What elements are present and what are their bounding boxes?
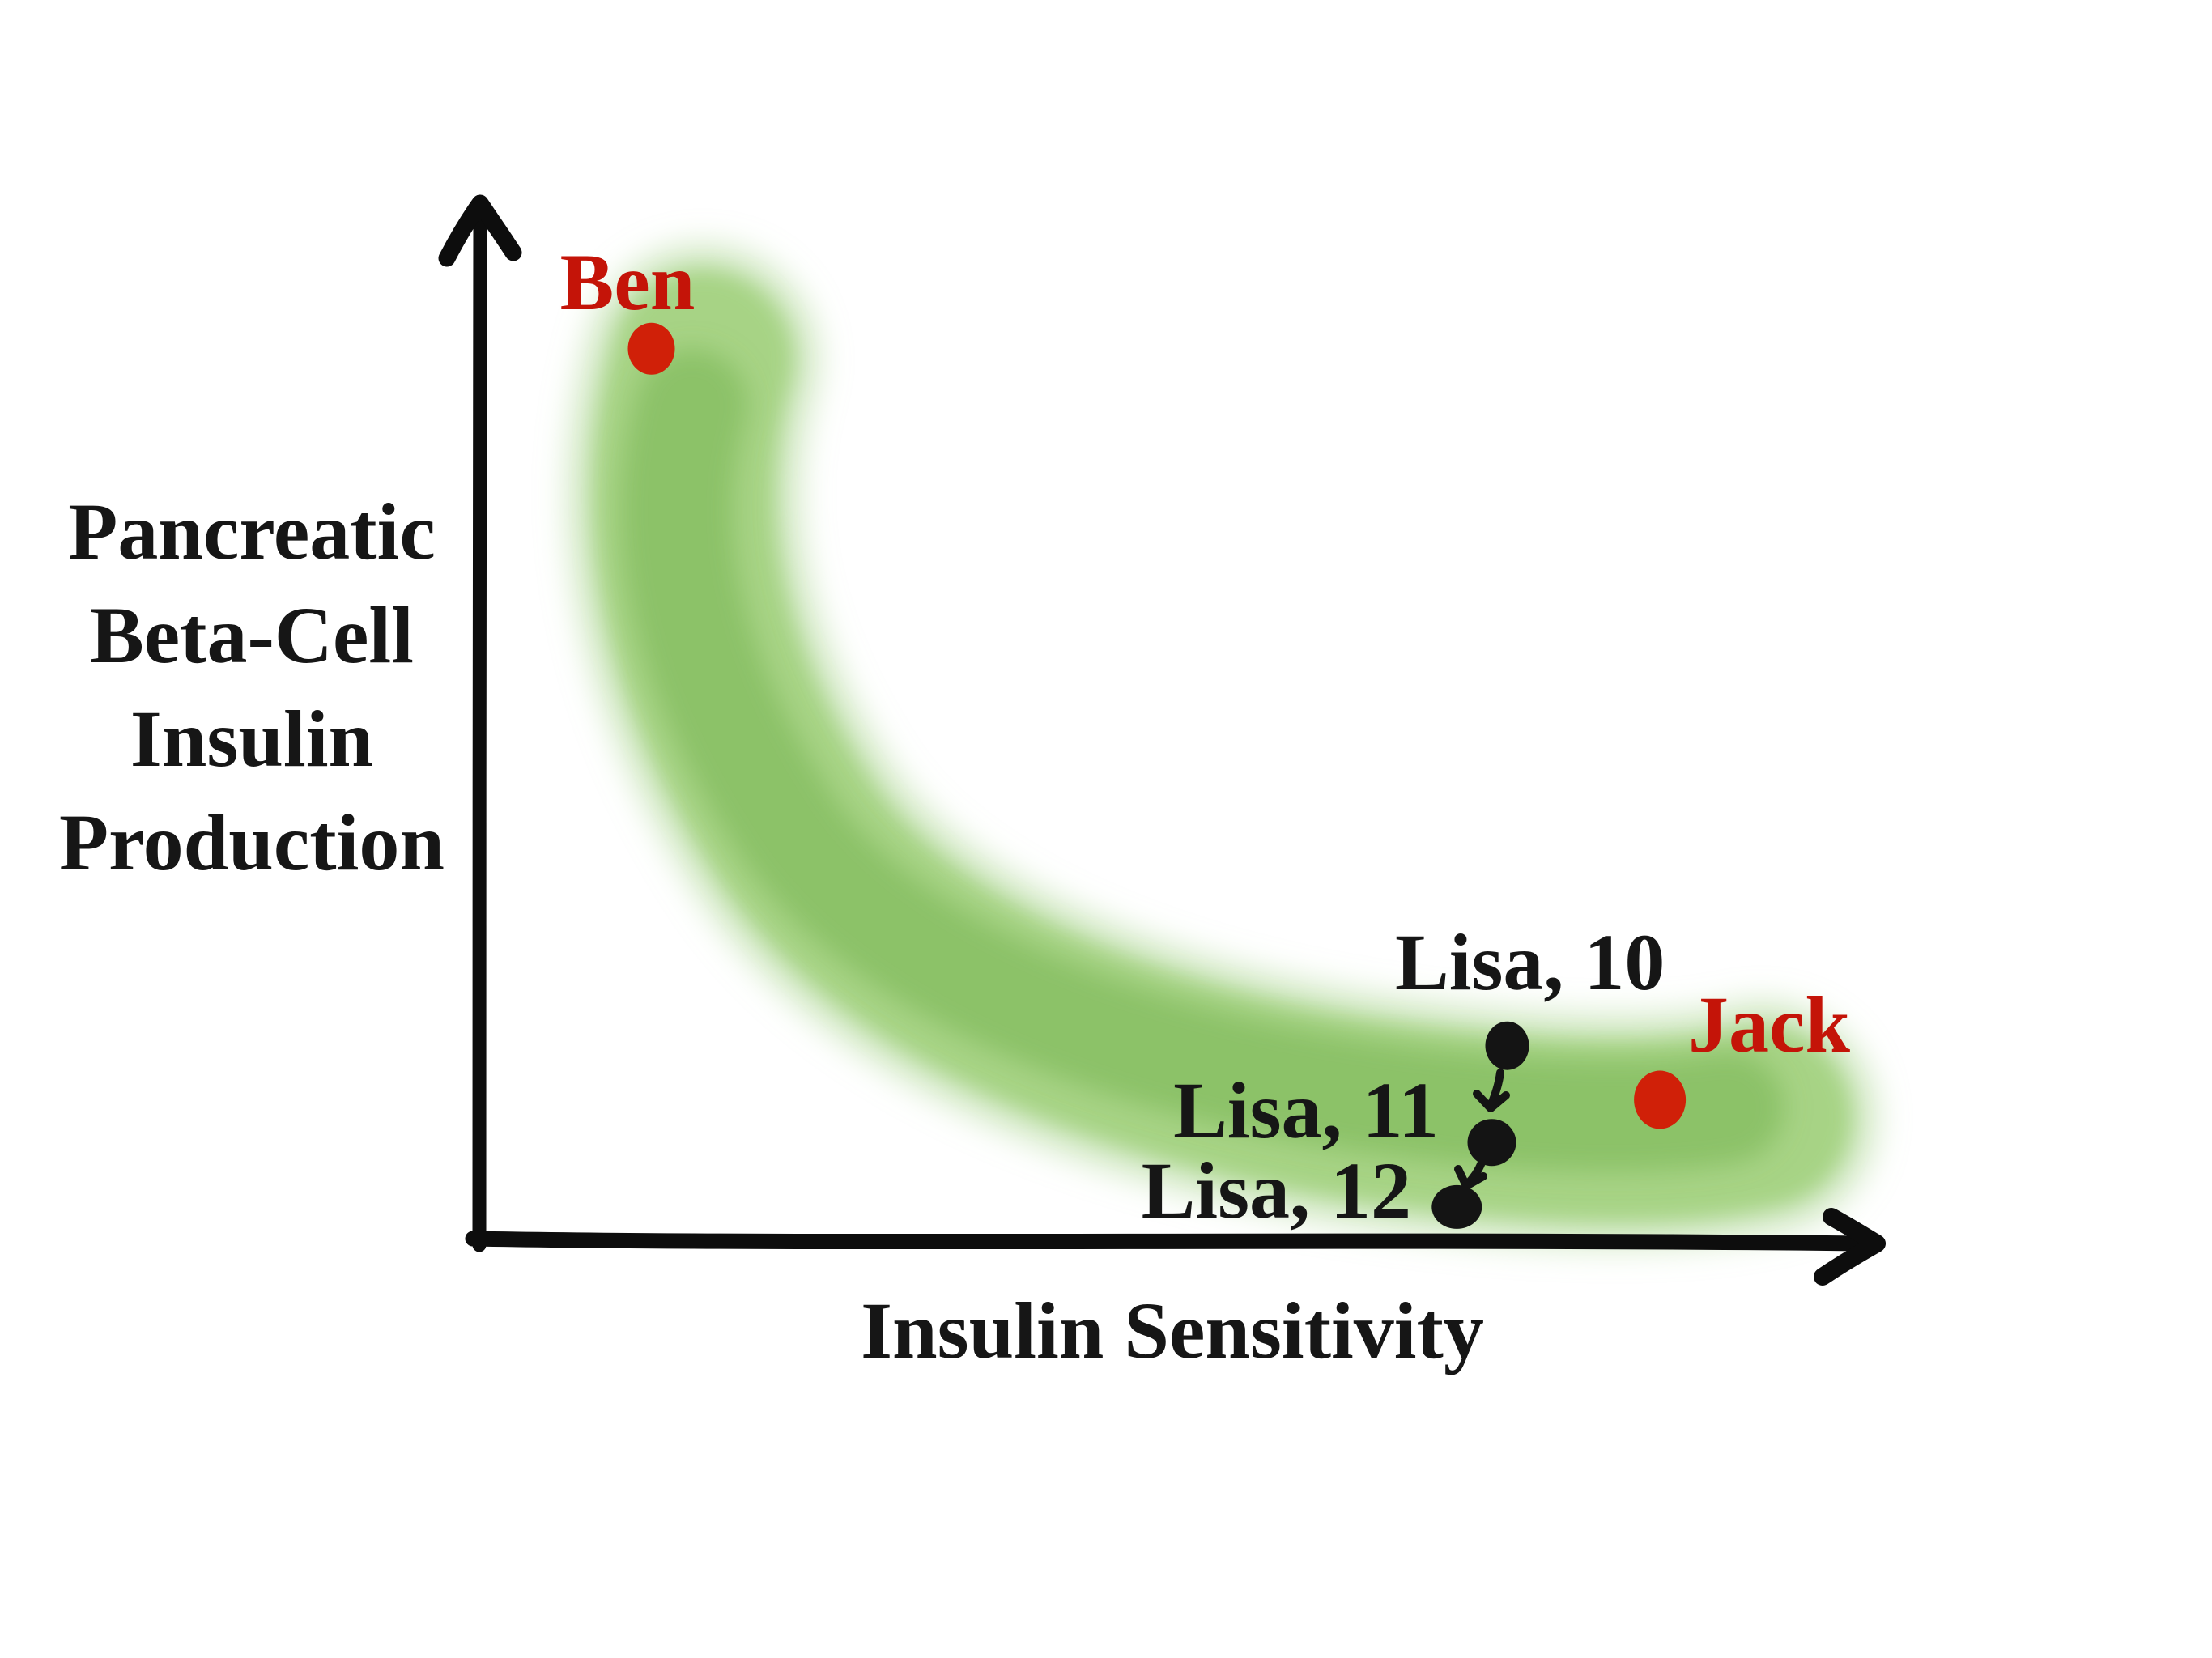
x-axis xyxy=(465,1208,1886,1286)
y-axis-label: Pancreatic Beta-Cell Insulin Production xyxy=(49,480,454,895)
point-label-lisa-11: Lisa, 11 xyxy=(1173,1065,1439,1155)
point-label-lisa-12: Lisa, 12 xyxy=(1141,1146,1411,1235)
y-axis-label-line-4: Production xyxy=(59,797,445,887)
y-axis-label-line-1: Pancreatic xyxy=(68,487,436,576)
y-axis-label-line-3: Insulin xyxy=(130,694,374,784)
y-axis-arrowhead-icon xyxy=(438,194,522,267)
x-axis-label: Insulin Sensitivity xyxy=(861,1286,1484,1375)
arrow-lisa10-to-lisa11-icon xyxy=(1473,1069,1510,1112)
arrow-lisa11-to-lisa12-icon xyxy=(1454,1158,1487,1190)
y-axis-label-line-2: Beta-Cell xyxy=(90,590,414,680)
data-point-lisa-10 xyxy=(1485,1021,1529,1070)
band-core-layer xyxy=(621,349,1784,1172)
x-axis-line xyxy=(465,1231,1870,1252)
point-label-jack: Jack xyxy=(1688,980,1850,1069)
normal-range-band xyxy=(568,244,1877,1247)
lisa-progression-arrows xyxy=(1454,1069,1510,1190)
point-label-lisa-10: Lisa, 10 xyxy=(1395,917,1665,1007)
y-axis-line xyxy=(471,208,488,1252)
point-label-ben: Ben xyxy=(559,237,696,327)
data-point-lisa-12 xyxy=(1431,1184,1482,1229)
data-point-lisa-11 xyxy=(1467,1119,1516,1167)
data-point-ben xyxy=(627,322,675,375)
data-point-jack xyxy=(1634,1070,1687,1129)
y-axis xyxy=(438,194,522,1252)
points-layer xyxy=(627,322,1687,1229)
x-axis-arrowhead-icon xyxy=(1814,1208,1886,1286)
